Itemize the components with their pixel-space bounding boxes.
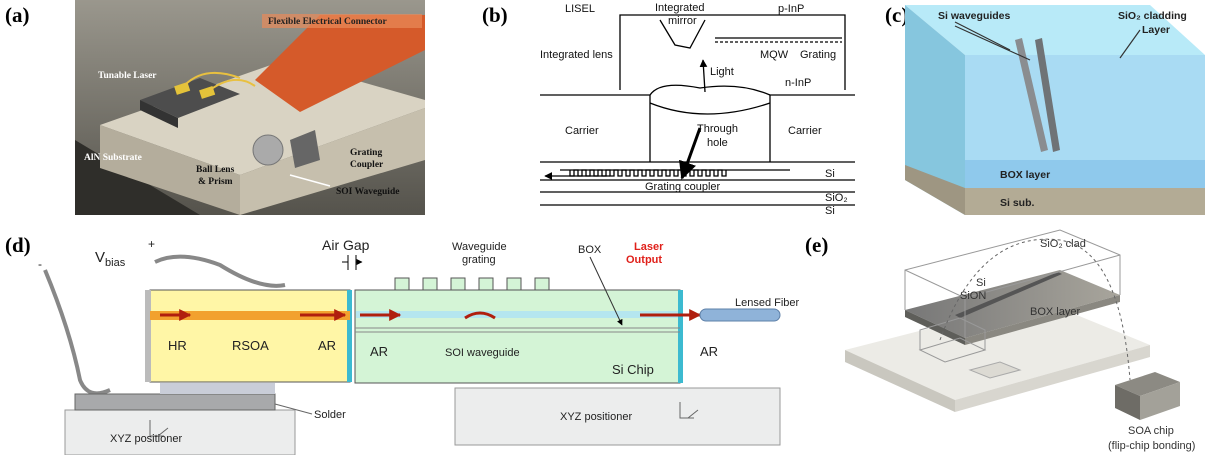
panel-d-label: Laser [634,241,664,253]
panel-a-label: AlN Substrate [84,153,142,163]
panel-b-shape [650,103,770,114]
panel-d-label: HR [168,338,187,353]
panel-d-label: - [38,257,42,271]
panel-b-shape: LISEL Integrated mirror p-InP Integrated… [540,2,848,217]
panel-d-label: XYZ positioner [110,433,182,445]
panel-d-shape-shape [535,278,549,290]
panel-d-label: + [148,237,155,251]
panel-e-label: (flip-chip bonding) [1108,440,1195,452]
panel-d-label: Air Gap [322,237,370,253]
panel-b-shape-label: MQW [760,49,789,61]
panel-b-shape [570,170,726,176]
panel-d-label: AR [318,338,336,353]
panel-b-shape-label: Through [697,123,738,135]
panel-c-label: (c) [885,3,908,27]
panel-d-shape [75,394,275,410]
panel-d-label: grating [462,254,496,266]
panel-e-label: BOX layer [1030,306,1080,318]
panel-c-label: Layer [1142,24,1170,36]
panel-d-shape [700,309,780,321]
panel-c: (c) Si waveguides SiO₂ cladding Layer BO… [885,3,1205,215]
panel-b: (b) LISEL Integrated mirror p-InP Integr… [482,2,855,217]
panel-e: (e) SiO₂ clad Si SiON BOX layer SOA chip… [805,230,1195,452]
panel-e-label: (e) [805,233,828,257]
panel-d-label: XYZ positioner [560,411,632,423]
panel-e-label: SiON [960,290,986,302]
panel-b-shape-label: p-InP [778,3,804,15]
panel-d-shape [347,290,352,382]
panel-d-label: Vbias [95,249,126,269]
panel-b-shape-label: Si [825,168,835,180]
panel-a-shape [253,135,283,165]
panel-a: (a) Flexible Electrical Connector Tunabl… [5,0,425,215]
panel-d-label: AR [700,344,718,359]
panel-d-shape-shape [507,278,521,290]
panel-d: (d) - + Vbias Air Gap Wavegu [5,233,800,455]
panel-b-shape-label: Integrated [655,2,705,14]
panel-b-shape-label: LISEL [565,3,595,15]
panel-b-shape-label: Light [710,66,734,78]
panel-d-shape [160,383,275,394]
panel-d-shape-shape [451,278,465,290]
panel-d-label: SOI waveguide [445,347,520,359]
panel-e-label: Si [976,277,986,289]
panel-b-shape-label: Carrier [565,125,599,137]
panel-d-label: AR [370,344,388,359]
panel-d-label: BOX [578,244,602,256]
panel-d-label: Waveguide [452,241,507,253]
panel-d-label: (d) [5,233,31,257]
panel-b-shape-label: Grating [800,49,836,61]
vbias-sub: bias [105,257,126,269]
panel-d-shape [395,278,549,290]
panel-d-label: Solder [314,409,346,421]
panel-a-label: & Prism [198,177,233,187]
panel-c-label: SiO₂ cladding [1118,10,1187,22]
panel-d-shape-shape [423,278,437,290]
panel-e-label: SiO₂ clad [1040,238,1086,250]
figure: (a) Flexible Electrical Connector Tunabl… [0,0,1211,455]
panel-d-label: RSOA [232,338,269,353]
panel-c-label: Si sub. [1000,197,1035,209]
panel-a-label: Flexible Electrical Connector [268,17,387,27]
panel-b-shape-label: Integrated lens [540,49,613,61]
panel-a-label: Grating [350,148,382,158]
panel-b-shape-label: Si [825,205,835,217]
panel-c-shape [965,55,1205,160]
panel-b-shape-label: mirror [668,15,697,27]
panel-d-shape [356,311,678,318]
panel-a-label: (a) [5,3,30,27]
panel-a-label: SOI Waveguide [336,187,399,197]
panel-c-label: BOX layer [1000,169,1050,181]
panel-a-label: Coupler [350,160,384,170]
panel-b-shape-label: Carrier [788,125,822,137]
panel-d-label: Si Chip [612,362,654,377]
panel-b-shape-label: SiO₂ [825,192,848,204]
vbias-main: V [95,249,105,266]
page: (a) Flexible Electrical Connector Tunabl… [0,0,1211,455]
panel-d-label: Lensed Fiber [735,297,800,309]
panel-c-label: Si waveguides [938,10,1011,22]
panel-d-shape-shape [395,278,409,290]
panel-a-label: Ball Lens [196,165,235,175]
panel-e-label: SOA chip [1128,425,1174,437]
panel-d-label: Output [626,254,662,266]
panel-d-shape-shape [479,278,493,290]
panel-b-label: (b) [482,3,508,27]
panel-a-label: Tunable Laser [98,71,157,81]
panel-d-shape [150,290,350,382]
panel-d-shape [678,290,683,383]
panel-b-shape-label: n-InP [785,77,811,89]
panel-b-shape-label: Grating coupler [645,181,721,193]
panel-d-shape [145,290,151,382]
panel-b-shape-label: hole [707,137,728,149]
